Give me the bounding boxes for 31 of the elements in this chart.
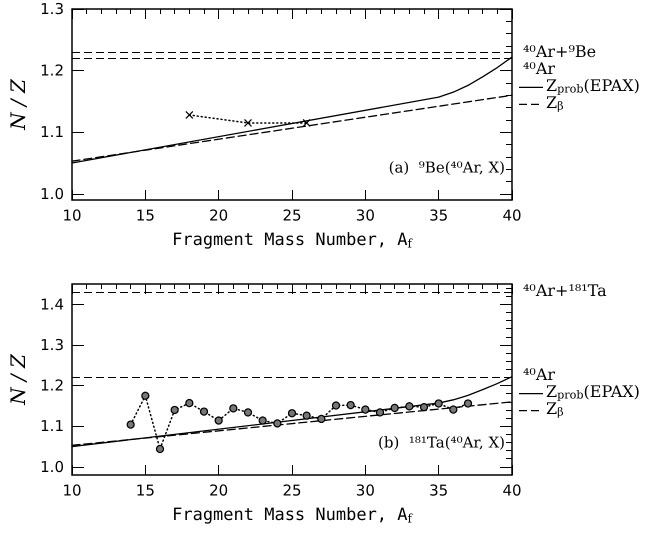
x-tick-label: 30 — [356, 206, 375, 224]
y-tick-label: 1.1 — [40, 123, 64, 142]
x-tick-label: 35 — [429, 206, 448, 224]
x-tick-label: 10 — [62, 206, 82, 224]
y-axis-title: N / Z — [6, 352, 30, 406]
ref-line-label: ⁴⁰Ar — [523, 365, 556, 384]
x-tick-label: 10 — [62, 482, 82, 500]
x-tick-label: 15 — [136, 206, 155, 224]
y-tick-label: 1.2 — [40, 376, 64, 395]
y-tick-label: 1.2 — [40, 62, 64, 80]
x-tick-label: 40 — [502, 482, 522, 500]
y-tick-label: 1.1 — [40, 417, 64, 436]
x-tick-label: 25 — [282, 206, 302, 224]
ref-line-label: ⁴⁰Ar+⁹Be — [523, 42, 596, 61]
x-tick-label: 15 — [136, 482, 155, 500]
x-tick-label: 25 — [282, 482, 302, 500]
y-tick-label: 1.3 — [40, 336, 64, 354]
x-tick-label: 35 — [429, 482, 448, 500]
y-tick-label: 1.4 — [40, 295, 64, 314]
annotation: (a) ⁹Be(⁴⁰Ar, X) — [388, 158, 506, 176]
y-axis-title: N / Z — [6, 78, 30, 131]
y-tick-label: 1.3 — [40, 0, 64, 18]
x-tick-label: 30 — [356, 482, 375, 500]
annotation: (b) ¹⁸¹Ta(⁴⁰Ar, X) — [378, 434, 506, 452]
x-tick-label: 40 — [502, 206, 522, 224]
x-tick-label: 20 — [209, 206, 228, 224]
ref-line-label: ⁴⁰Ar — [523, 58, 556, 78]
y-tick-label: 1.0 — [40, 458, 64, 476]
ref-line-label: ⁴⁰Ar+¹⁸¹Ta — [523, 281, 608, 300]
x-tick-label: 20 — [209, 482, 228, 500]
y-tick-label: 1.0 — [40, 184, 64, 203]
